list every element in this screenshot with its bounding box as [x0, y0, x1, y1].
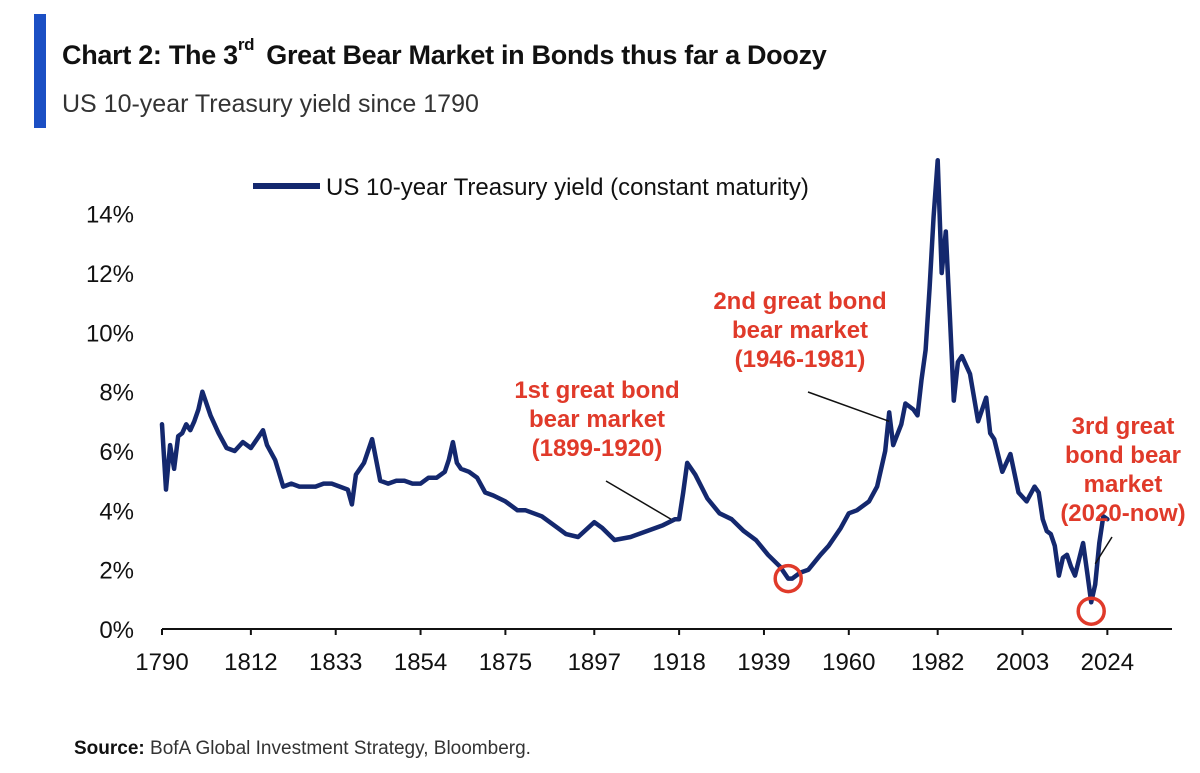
title-prefix: Chart 2: The 3: [62, 40, 238, 70]
y-axis-ticks: 0% 2% 4% 6% 8% 10% 12% 14%: [86, 202, 134, 644]
annotation-text: bear market: [732, 317, 868, 344]
annotation-text: bond bear: [1065, 442, 1181, 469]
y-tick-label: 10%: [86, 320, 134, 347]
low-point-circle: [773, 563, 803, 594]
source-label: Source:: [74, 738, 145, 759]
series-line-us-10y-yield: [159, 158, 1110, 605]
x-tick-label: 1960: [822, 649, 875, 676]
annotation-pointer: [807, 391, 890, 423]
legend-label: US 10-year Treasury yield (constant matu…: [326, 174, 809, 201]
y-tick-label: 6%: [99, 439, 134, 466]
source-text: BofA Global Investment Strategy, Bloombe…: [150, 738, 531, 759]
y-tick-label: 14%: [86, 202, 134, 229]
x-tick-label: 1918: [652, 649, 705, 676]
x-tick-label: 2024: [1081, 649, 1134, 676]
y-tick-label: 0%: [99, 617, 134, 644]
annotation-text: (1899-1920): [532, 435, 663, 462]
x-tick-label: 1875: [479, 649, 532, 676]
x-tick-label: 1939: [737, 649, 790, 676]
source-note: Source: BofA Global Investment Strategy,…: [74, 738, 531, 760]
legend: US 10-year Treasury yield (constant matu…: [253, 174, 809, 201]
x-tick-label: 1790: [135, 649, 188, 676]
chart-title: Chart 2: The 3rd Great Bear Market in Bon…: [62, 35, 827, 71]
accent-bar: [34, 14, 46, 128]
x-tick-label: 1982: [911, 649, 964, 676]
x-tick-label: 1897: [568, 649, 621, 676]
annotation-pointer: [605, 480, 672, 520]
annotation-text: (1946-1981): [735, 346, 866, 373]
y-tick-label: 8%: [99, 380, 134, 407]
title-suffix: Great Bear Market in Bonds thus far a Do…: [266, 40, 827, 70]
y-tick-label: 12%: [86, 261, 134, 288]
title-superscript: rd: [237, 35, 255, 54]
annotation-text: 1st great bond: [514, 377, 679, 404]
y-tick-label: 4%: [99, 498, 134, 525]
chart-subtitle: US 10-year Treasury yield since 1790: [62, 90, 479, 118]
x-axis-ticks: 1790 1812 1833 1854 1875 1897 1918 1939 1960 1982…: [135, 629, 1134, 676]
annotation-pointer: [1094, 536, 1113, 565]
low-point-circle: [1076, 596, 1106, 626]
x-tick-label: 2003: [996, 649, 1049, 676]
annotation-text: 3rd great: [1072, 413, 1175, 440]
annotation-text: 2nd great bond: [713, 288, 886, 315]
annotation-text: (2020-now): [1060, 500, 1185, 527]
annotation-text: market: [1084, 471, 1163, 498]
annotation-text: bear market: [529, 406, 665, 433]
y-tick-label: 2%: [99, 558, 134, 585]
x-tick-label: 1854: [394, 649, 447, 676]
x-tick-label: 1833: [309, 649, 362, 676]
x-tick-label: 1812: [224, 649, 277, 676]
